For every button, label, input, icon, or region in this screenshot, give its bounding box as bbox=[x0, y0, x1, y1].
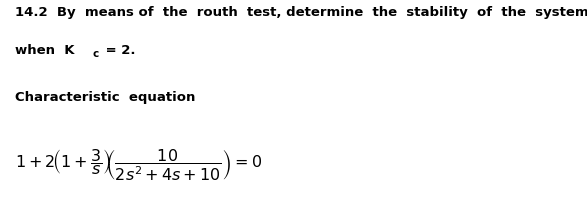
Text: $1+2\!\left(1+\dfrac{3}{s}\right)\!\!\left(\dfrac{10}{2s^2+4s+10}\right)=0$: $1+2\!\left(1+\dfrac{3}{s}\right)\!\!\le… bbox=[15, 147, 262, 183]
Text: 14.2  By  means of  the  routh  test, determine  the  stability  of  the  system: 14.2 By means of the routh test, determi… bbox=[15, 6, 587, 19]
Text: when  K: when K bbox=[15, 44, 74, 57]
Text: Characteristic  equation: Characteristic equation bbox=[15, 91, 195, 104]
Text: c: c bbox=[93, 49, 99, 60]
Text: = 2.: = 2. bbox=[101, 44, 136, 57]
